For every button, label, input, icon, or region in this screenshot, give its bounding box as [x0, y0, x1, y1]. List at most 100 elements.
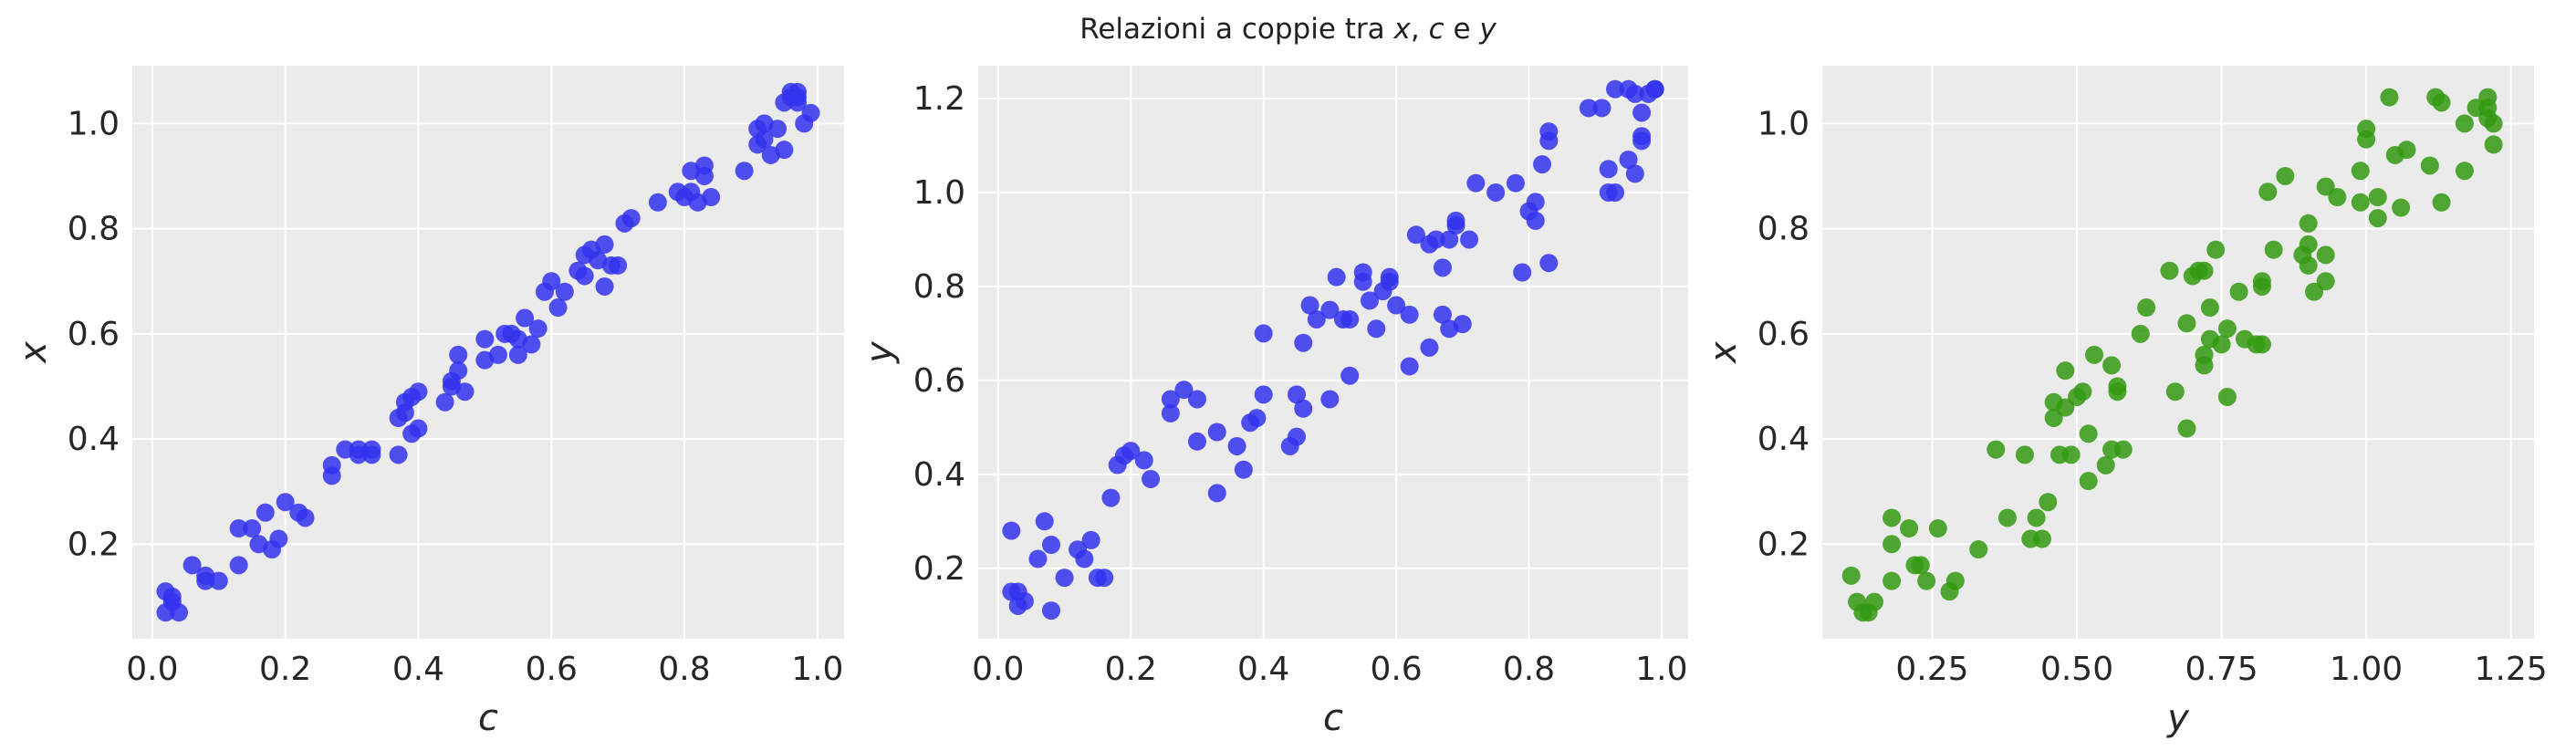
scatter-point	[409, 419, 428, 438]
scatter-point	[2357, 120, 2376, 139]
y-tick-label: 0.2	[913, 550, 965, 588]
scatter-point	[1632, 127, 1652, 146]
scatter-point	[1254, 385, 1273, 404]
scatter-point	[2252, 272, 2271, 291]
scatter-point	[1987, 440, 2006, 459]
scatter-point	[1360, 291, 1379, 310]
scatter-point	[2305, 282, 2324, 301]
scatter-point	[2217, 387, 2237, 406]
scatter-point	[595, 235, 614, 254]
y-tick-label: 0.4	[1757, 421, 1809, 458]
scatter-point	[488, 345, 507, 364]
scatter-point	[2195, 345, 2214, 364]
scatter-point	[1539, 122, 1559, 141]
scatter-point	[1632, 103, 1652, 122]
scatter-point	[595, 276, 614, 296]
scatter-point	[1002, 521, 1021, 540]
scatter-point	[1882, 508, 1902, 527]
scatter-point	[162, 587, 182, 606]
scatter-point	[2368, 209, 2387, 228]
scatter-point	[2380, 88, 2399, 107]
scatter-point	[2039, 493, 2058, 512]
scatter-point	[1174, 381, 1194, 400]
scatter-point	[2432, 193, 2451, 212]
scatter-point	[1606, 79, 1625, 99]
scatter-point	[1327, 267, 1346, 287]
scatter-panel-c-vs-x: 0.0 0.2 0.4 0.6 0.8 1.0 0.2 0.4 0.6 0.8 1.0 c x	[13, 66, 844, 739]
scatter-point	[2217, 319, 2237, 339]
x-tick-label: 1.25	[2475, 651, 2548, 688]
scatter-point	[2316, 245, 2335, 265]
y-tick-label: 0.8	[1757, 211, 1809, 248]
x-tick-label: 0.2	[1105, 651, 1157, 688]
y-axis-label: y	[859, 340, 901, 364]
title-sep-1: ,	[1410, 13, 1429, 46]
scatter-point	[229, 519, 248, 538]
title-var-c: c	[1428, 13, 1444, 46]
title-prefix: Relazioni a coppie tra	[1079, 13, 1394, 46]
scatter-point	[156, 603, 175, 622]
scatter-point	[2299, 214, 2318, 233]
scatter-panel-c-vs-y: 0.0 0.2 0.4 0.6 0.8 1.0 0.2 0.4 0.6 0.8 1.0 1.2 c y	[859, 66, 1688, 739]
scatter-point	[735, 162, 754, 181]
scatter-point	[2351, 193, 2370, 212]
scatter-point	[2392, 198, 2411, 217]
scatter-point	[2328, 188, 2347, 207]
scatter-point	[542, 272, 561, 291]
scatter-point	[1254, 324, 1273, 343]
scatter-point	[768, 120, 787, 139]
x-tick-label: 0.4	[392, 651, 444, 688]
x-axis-label: c	[478, 697, 498, 739]
scatter-point	[1121, 442, 1141, 461]
y-tick-label: 0.6	[913, 362, 965, 400]
scatter-point	[702, 188, 721, 207]
scatter-point	[1969, 540, 1988, 559]
scatter-point	[1917, 571, 1936, 590]
scatter-point	[1367, 319, 1386, 339]
scatter-point	[1592, 99, 1611, 118]
scatter-point	[1599, 160, 1618, 179]
scatter-point	[2200, 298, 2219, 318]
scatter-point	[1440, 230, 1459, 249]
scatter-point	[296, 508, 315, 527]
x-tick-label: 0.4	[1237, 651, 1289, 688]
scatter-point	[1579, 99, 1598, 118]
scatter-point	[1513, 263, 1532, 282]
scatter-point	[2258, 183, 2278, 202]
scatter-point	[1288, 385, 1307, 404]
scatter-point	[522, 335, 541, 354]
plot-area	[1822, 66, 2534, 639]
scatter-point	[2027, 508, 2046, 527]
scatter-point	[2032, 529, 2051, 548]
scatter-point	[621, 209, 641, 228]
scatter-point	[787, 82, 807, 101]
scatter-point	[2015, 445, 2034, 464]
scatter-point	[516, 308, 535, 328]
x-tick-label: 0.2	[259, 651, 311, 688]
scatter-point	[2061, 445, 2081, 464]
scatter-point	[1081, 530, 1100, 549]
title-var-x: x	[1393, 13, 1411, 46]
x-tick-label: 1.0	[791, 651, 843, 688]
x-tick-label: 0.50	[2040, 651, 2113, 688]
scatter-point	[1900, 519, 1919, 538]
x-tick-label: 0.6	[526, 651, 578, 688]
scatter-point	[2484, 114, 2503, 133]
scatter-point	[1406, 225, 1425, 245]
scatter-point	[1187, 432, 1206, 451]
scatter-point	[575, 266, 594, 286]
scatter-point	[449, 361, 468, 381]
scatter-point	[362, 440, 381, 459]
scatter-point	[1426, 230, 1445, 249]
x-axis-label: y	[2166, 697, 2190, 739]
scatter-point	[449, 345, 468, 364]
scatter-point	[1400, 357, 1419, 376]
scatter-point	[2212, 335, 2231, 354]
scatter-point	[183, 556, 202, 575]
scatter-point	[2165, 382, 2185, 402]
scatter-point	[1453, 315, 1472, 334]
figure-title: Relazioni a coppie tra x, c e y	[0, 13, 2576, 46]
x-tick-label: 0.0	[972, 651, 1024, 688]
x-tick-label: 0.6	[1370, 651, 1422, 688]
